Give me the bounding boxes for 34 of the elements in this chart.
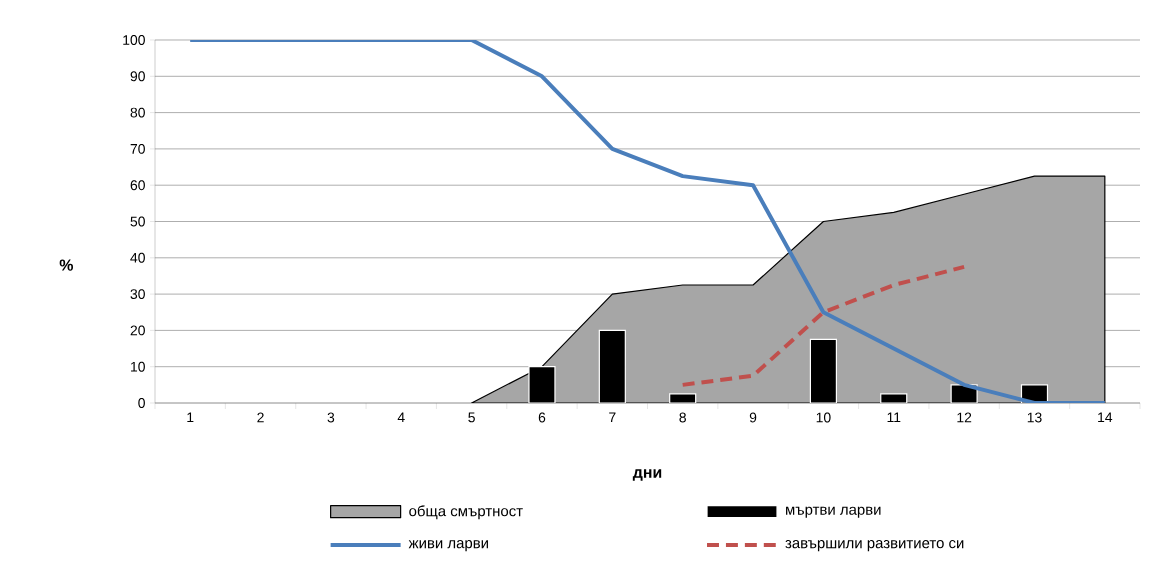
x-tick-label: 2 bbox=[257, 412, 264, 423]
x-tick-label: 9 bbox=[749, 412, 757, 423]
x-tick-label: 6 bbox=[538, 412, 546, 423]
y-tick-label: 70 bbox=[130, 143, 145, 154]
y-axis-title: % bbox=[59, 259, 74, 271]
x-tick-label: 4 bbox=[397, 412, 405, 423]
x-tick-label: 1 bbox=[187, 412, 194, 423]
legend-label: завършили развитието си bbox=[785, 540, 964, 552]
y-tick-label: 100 bbox=[123, 35, 145, 45]
y-tick-label: 10 bbox=[131, 361, 145, 372]
x-tick-label: 10 bbox=[816, 412, 831, 423]
x-tick-label: 7 bbox=[609, 412, 616, 423]
y-tick-label: 0 bbox=[138, 398, 145, 408]
x-tick-label: 5 bbox=[468, 412, 475, 423]
y-tick-label: 40 bbox=[130, 252, 145, 263]
y-tick-label: 30 bbox=[130, 289, 145, 300]
legend-label: обща смъртност bbox=[409, 505, 523, 520]
x-tick-label: 12 bbox=[957, 412, 972, 423]
y-tick-label: 60 bbox=[130, 180, 145, 191]
x-tick-label: 13 bbox=[1027, 412, 1042, 423]
legend-label: живи ларви bbox=[408, 540, 488, 552]
bar bbox=[598, 329, 626, 403]
bar bbox=[809, 338, 837, 403]
x-tick-label: 14 bbox=[1098, 412, 1113, 423]
x-axis-title: дни bbox=[632, 469, 662, 481]
legend-label: мъртви ларви bbox=[786, 506, 881, 518]
x-tick-label: 8 bbox=[679, 412, 686, 423]
x-tick-label: 11 bbox=[887, 412, 901, 423]
line-series bbox=[680, 264, 967, 387]
y-tick-label: 20 bbox=[130, 325, 145, 336]
x-tick-label: 3 bbox=[327, 412, 335, 423]
y-tick-label: 80 bbox=[130, 107, 145, 118]
y-tick-label: 50 bbox=[130, 216, 145, 227]
y-tick-label: 90 bbox=[130, 71, 145, 82]
